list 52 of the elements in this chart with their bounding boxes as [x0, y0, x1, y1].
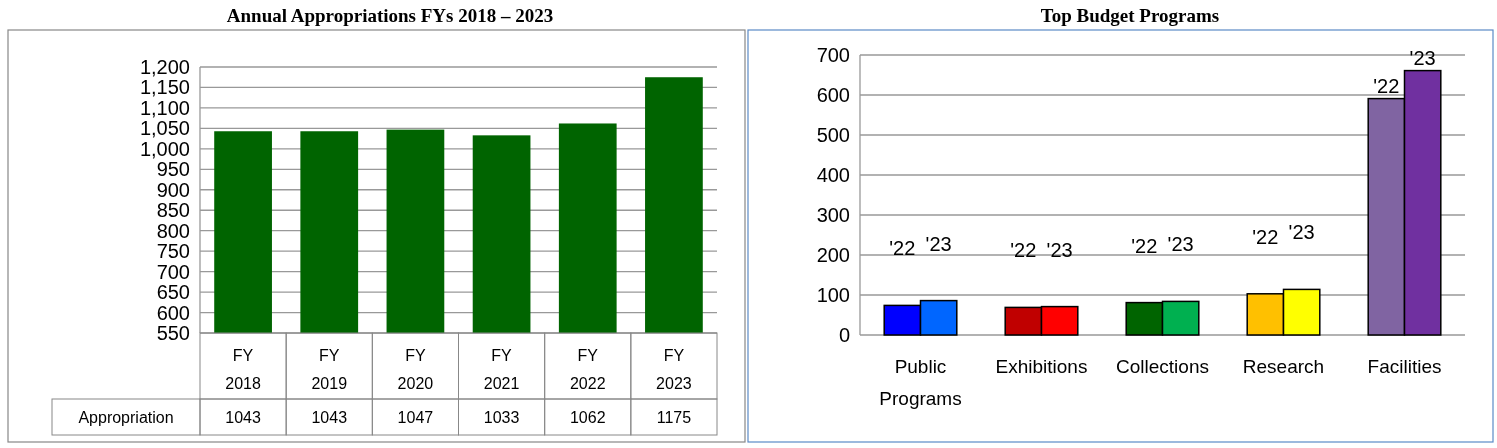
x-tick-label: FY 2019: [311, 347, 348, 392]
x-tick-label: Exhibitions: [995, 356, 1088, 377]
y-tick-label: 1,200: [139, 56, 190, 78]
text: '23: [925, 232, 952, 255]
data-label: 1175: [656, 409, 692, 426]
y-tick-label: 200: [816, 244, 850, 266]
y-tick-label: 900: [156, 178, 190, 201]
y-tick-label: 950: [156, 158, 190, 181]
y-tick-label: 1,000: [139, 137, 190, 160]
y-tick-label: 650: [156, 281, 190, 304]
data-label: 1062: [569, 409, 606, 426]
text: '23: [1046, 238, 1073, 261]
x-tick-label: FY 2023: [656, 347, 692, 392]
y-tick-label: 700: [816, 44, 850, 66]
text: '23: [1288, 221, 1315, 244]
x-tick-label: Public Programs: [879, 356, 962, 409]
y-tick-label: 800: [156, 219, 190, 242]
chart-title: Top Budget Programs: [1040, 5, 1220, 26]
text: '22: [889, 237, 916, 260]
y-tick-label: 300: [816, 204, 850, 226]
y-tick-label: 700: [156, 260, 190, 283]
text: '22: [1131, 234, 1158, 257]
x-tick-label: FY 2020: [397, 347, 434, 392]
x-tick-label: FY 2021: [483, 347, 520, 392]
y-tick-label: 550: [156, 322, 190, 344]
y-tick-label: 500: [816, 124, 850, 146]
y-tick-label: 750: [156, 240, 190, 263]
data-label: 1043: [225, 409, 261, 426]
x-tick-label: Research: [1242, 356, 1325, 377]
x-tick-label: FY 2018: [225, 347, 261, 392]
chart-title: Annual Appropriations FYs 2018 – 2023: [226, 5, 554, 26]
data-label: 1033: [483, 409, 520, 426]
x-tick-label: Collections: [1116, 356, 1209, 377]
x-tick-label: FY 2022: [569, 347, 606, 392]
y-tick-label: 100: [816, 284, 850, 306]
text: '22: [1252, 225, 1279, 248]
y-tick-label: 1,100: [139, 96, 190, 119]
y-tick-label: 850: [156, 199, 190, 222]
y-tick-label: 1,150: [139, 76, 190, 99]
y-tick-label: 400: [816, 164, 850, 186]
text: Appropriation: [78, 409, 174, 426]
text: '22: [1010, 239, 1037, 262]
y-tick-label: 0: [838, 324, 850, 346]
y-tick-label: 1,050: [139, 117, 190, 140]
y-tick-label: 600: [156, 301, 190, 324]
data-label: 1047: [397, 409, 434, 426]
series-label: '23: [1409, 46, 1436, 69]
x-tick-label: Facilities: [1367, 356, 1442, 377]
series-label: '22: [1373, 74, 1400, 97]
data-label: 1043: [311, 409, 348, 426]
text: '23: [1167, 233, 1194, 256]
y-tick-label: 600: [816, 84, 850, 106]
